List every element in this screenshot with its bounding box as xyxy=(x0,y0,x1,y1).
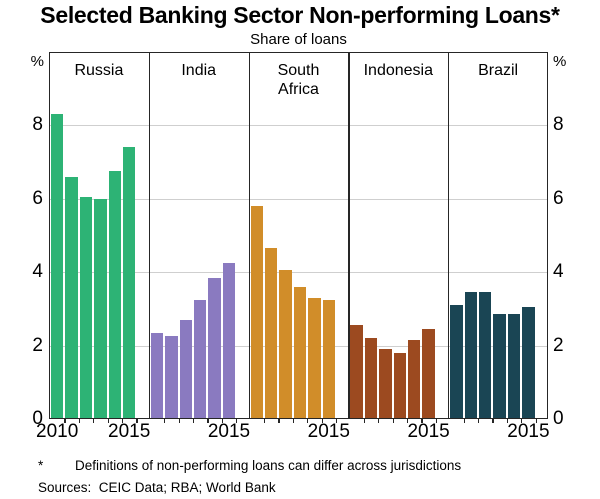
x-axis-tick xyxy=(122,419,124,423)
x-label-first-year: 2010 xyxy=(36,421,79,442)
y-tick-label-right: 2 xyxy=(553,334,564,356)
y-tick-label-left: 6 xyxy=(32,187,43,209)
bar-indonesia-2015 xyxy=(422,329,435,419)
bar-russia-2013 xyxy=(94,198,107,419)
sources-line: Sources: CEIC Data; RBA; World Bank xyxy=(38,480,276,495)
bar-brazil-2014 xyxy=(507,314,521,419)
x-label-indonesia: 2015 xyxy=(407,421,450,442)
bar-indonesia-2013 xyxy=(393,352,406,419)
x-axis-tick xyxy=(207,419,209,423)
x-axis-tick xyxy=(392,419,394,423)
x-label-brazil: 2015 xyxy=(507,421,550,442)
x-axis-tick xyxy=(292,419,295,423)
chart-subtitle: Share of loans xyxy=(250,31,347,48)
bar-brazil-2015 xyxy=(522,307,535,419)
panel-divider xyxy=(348,52,350,419)
bar-south-africa-2010 xyxy=(250,206,263,419)
bar-india-2011 xyxy=(165,336,178,419)
x-axis-tick xyxy=(478,419,480,423)
gridline xyxy=(50,272,547,274)
x-axis-tick xyxy=(78,419,81,423)
bar-south-africa-2011 xyxy=(265,248,278,419)
y-axis-unit-left: % xyxy=(30,53,44,70)
chart-title: Selected Banking Sector Non-performing L… xyxy=(40,2,560,28)
panel-divider xyxy=(148,52,151,419)
bar-south-africa-2014 xyxy=(308,297,321,419)
footnote-text: Definitions of non-performing loans can … xyxy=(75,458,462,473)
y-tick-label-right: 8 xyxy=(553,114,564,136)
y-tick-label-left: 0 xyxy=(32,408,43,429)
bar-india-2015 xyxy=(222,263,236,419)
x-axis-tick xyxy=(307,419,309,423)
panel-divider xyxy=(448,52,450,419)
y-tick-label-left: 8 xyxy=(32,114,43,136)
bar-brazil-2013 xyxy=(493,314,506,419)
panel-header-south-africa: South Africa xyxy=(277,62,320,98)
x-label-south-africa: 2015 xyxy=(307,421,350,442)
x-axis-tick xyxy=(221,419,224,423)
panel-header-russia: Russia xyxy=(74,62,124,79)
x-label-india: 2015 xyxy=(207,421,251,442)
bar-south-africa-2012 xyxy=(279,270,292,419)
x-axis-tick xyxy=(521,419,523,423)
x-axis-tick xyxy=(421,419,423,423)
x-axis-tick xyxy=(492,419,494,423)
y-tick-label-left: 4 xyxy=(32,261,43,283)
y-tick-label-left: 2 xyxy=(32,334,43,356)
y-tick-label-right: 0 xyxy=(553,408,564,429)
bar-brazil-2010 xyxy=(450,305,463,419)
gridline xyxy=(50,198,547,200)
bar-brazil-2011 xyxy=(464,292,477,419)
x-label-russia: 2015 xyxy=(108,421,151,442)
bar-south-africa-2013 xyxy=(293,286,307,419)
x-axis-tick xyxy=(321,419,323,423)
bar-india-2010 xyxy=(150,332,164,419)
bar-south-africa-2015 xyxy=(322,299,335,419)
y-tick-label-right: 4 xyxy=(553,261,564,283)
bar-indonesia-2014 xyxy=(408,340,421,419)
x-axis-tick xyxy=(178,419,180,423)
bar-russia-2011 xyxy=(65,176,78,419)
x-axis-tick xyxy=(336,419,338,423)
bar-india-2012 xyxy=(179,319,192,419)
panel-divider xyxy=(248,52,250,419)
y-axis-unit-right: % xyxy=(553,53,567,70)
x-axis-tick xyxy=(236,419,238,423)
x-axis-tick xyxy=(264,419,266,423)
footnote-marker: * xyxy=(38,458,44,473)
bar-russia-2014 xyxy=(108,171,121,419)
x-axis-tick xyxy=(378,419,380,423)
x-axis-tick xyxy=(278,419,280,423)
bar-indonesia-2012 xyxy=(379,349,392,419)
x-axis-tick xyxy=(535,419,537,423)
x-axis-tick xyxy=(506,419,509,423)
panel-header-brazil: Brazil xyxy=(478,62,519,79)
panel-header-india: India xyxy=(181,62,217,79)
x-axis-tick xyxy=(64,419,66,423)
bar-india-2013 xyxy=(194,299,207,419)
bar-indonesia-2011 xyxy=(364,338,378,419)
x-axis-tick xyxy=(136,419,138,423)
x-axis-tick xyxy=(463,419,465,423)
bar-indonesia-2010 xyxy=(350,325,363,419)
bar-russia-2010 xyxy=(51,114,64,419)
x-axis-tick xyxy=(363,419,366,423)
x-axis-tick xyxy=(164,419,166,423)
x-axis-tick xyxy=(193,419,195,423)
bar-russia-2015 xyxy=(123,147,136,419)
x-axis-tick xyxy=(93,419,95,423)
bar-india-2014 xyxy=(208,277,221,419)
bar-russia-2012 xyxy=(79,196,93,419)
x-axis-tick xyxy=(435,419,438,423)
y-tick-label-right: 6 xyxy=(553,187,564,209)
panel-header-indonesia: Indonesia xyxy=(363,62,433,79)
x-axis-tick xyxy=(107,419,109,423)
bar-brazil-2012 xyxy=(479,292,492,419)
gridline xyxy=(50,125,547,127)
x-axis-tick xyxy=(407,419,409,423)
